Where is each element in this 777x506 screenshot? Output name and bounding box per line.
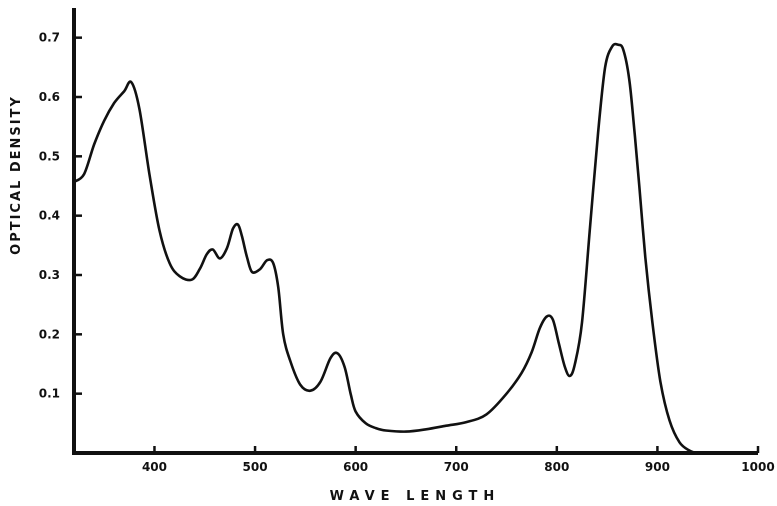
x-tick-label-900: 900 [645,460,670,474]
series-line-0 [72,42,750,455]
x-tick-label-400: 400 [142,460,167,474]
x-tick-label-1000: 1000 [741,460,774,474]
x-axis-label: WAVE LENGTH [330,489,501,504]
x-tick-label-500: 500 [243,460,268,474]
x-tick-label-800: 800 [544,460,569,474]
y-tick-label-0.6: 0.6 [39,90,60,104]
series-group [72,42,750,455]
y-tick-label-0.4: 0.4 [39,209,60,223]
y-tick-label-0.1: 0.1 [39,387,60,401]
tick-labels: 400 500 600 700 800 900 1000 0.1 0.2 0.3 0.4 0.5 0.6… [39,31,775,474]
x-tick-label-700: 700 [444,460,469,474]
y-tick-label-0.7: 0.7 [39,31,60,45]
axes [72,8,758,455]
y-axis-label: OPTICAL DENSITY [9,95,24,255]
y-tick-label-0.5: 0.5 [39,149,60,163]
ticks [74,36,760,453]
y-tick-label-0.3: 0.3 [39,268,60,282]
x-tick-label-600: 600 [343,460,368,474]
y-tick-label-0.2: 0.2 [39,327,60,341]
